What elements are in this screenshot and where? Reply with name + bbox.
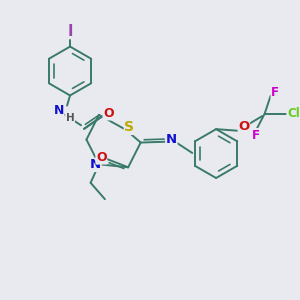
Text: N: N — [90, 158, 101, 171]
Text: F: F — [271, 86, 279, 99]
Text: I: I — [67, 24, 73, 39]
Text: O: O — [238, 120, 249, 133]
Text: F: F — [251, 129, 260, 142]
Text: O: O — [103, 107, 114, 120]
Text: N: N — [53, 104, 64, 118]
Text: N: N — [166, 134, 177, 146]
Text: Cl: Cl — [287, 106, 300, 119]
Text: O: O — [96, 151, 107, 164]
Text: S: S — [124, 120, 134, 134]
Text: H: H — [66, 112, 74, 122]
